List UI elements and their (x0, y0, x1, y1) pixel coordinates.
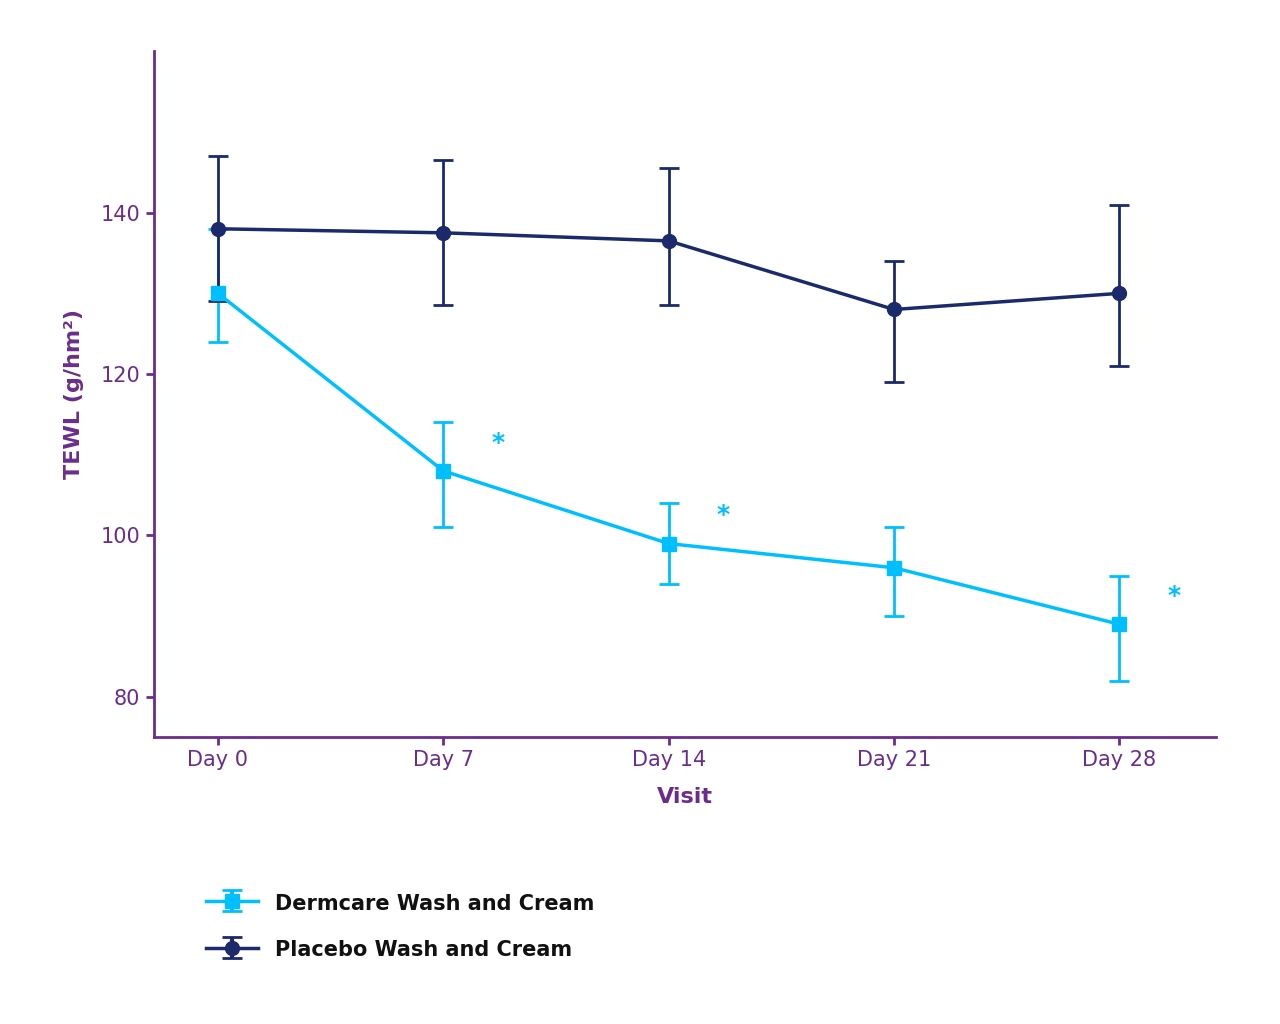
X-axis label: Visit: Visit (657, 787, 713, 807)
Text: *: * (492, 431, 504, 455)
Y-axis label: TEWL (g/hm²): TEWL (g/hm²) (64, 309, 84, 479)
Legend: Dermcare Wash and Cream, Placebo Wash and Cream: Dermcare Wash and Cream, Placebo Wash an… (186, 871, 616, 981)
Text: *: * (1167, 584, 1181, 608)
Text: *: * (717, 504, 730, 527)
Bar (154, 374, 1216, 536)
